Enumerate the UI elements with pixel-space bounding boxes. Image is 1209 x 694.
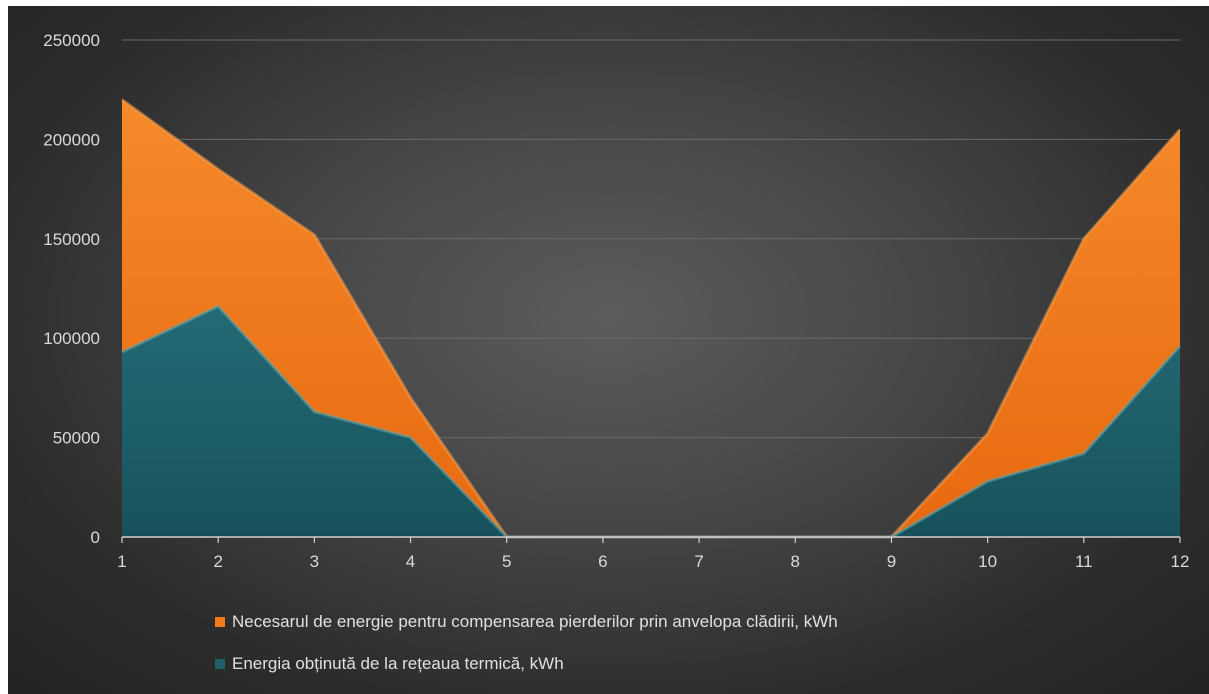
y-tick-label: 0 [91,528,100,547]
x-tick-label: 3 [310,552,319,571]
legend-item-grid-energy: Energia obținută de la rețeaua termică, … [215,650,838,678]
legend-label-demand: Necesarul de energie pentru compensarea … [232,612,838,631]
x-tick-label: 10 [978,552,997,571]
y-tick-label: 150000 [43,230,100,249]
y-tick-label: 200000 [43,130,100,149]
y-tick-label: 250000 [43,31,100,50]
area-series-0 [122,99,1180,537]
legend-swatch-demand [215,617,225,627]
x-tick-label: 5 [502,552,511,571]
x-tick-label: 7 [694,552,703,571]
x-tick-label: 4 [406,552,415,571]
legend-swatch-grid-energy [215,659,225,669]
legend: Necesarul de energie pentru compensarea … [215,608,838,692]
area-series-1 [122,306,1180,537]
x-tick-label: 9 [887,552,896,571]
x-tick-label: 11 [1075,552,1093,571]
x-tick-label: 12 [1171,552,1190,571]
y-tick-label: 50000 [53,429,100,448]
legend-item-demand: Necesarul de energie pentru compensarea … [215,608,838,636]
x-tick-label: 8 [791,552,800,571]
y-tick-label: 100000 [43,329,100,348]
legend-label-grid-energy: Energia obținută de la rețeaua termică, … [232,654,564,673]
x-tick-label: 1 [117,552,126,571]
x-tick-label: 2 [213,552,222,571]
x-tick-label: 6 [598,552,607,571]
